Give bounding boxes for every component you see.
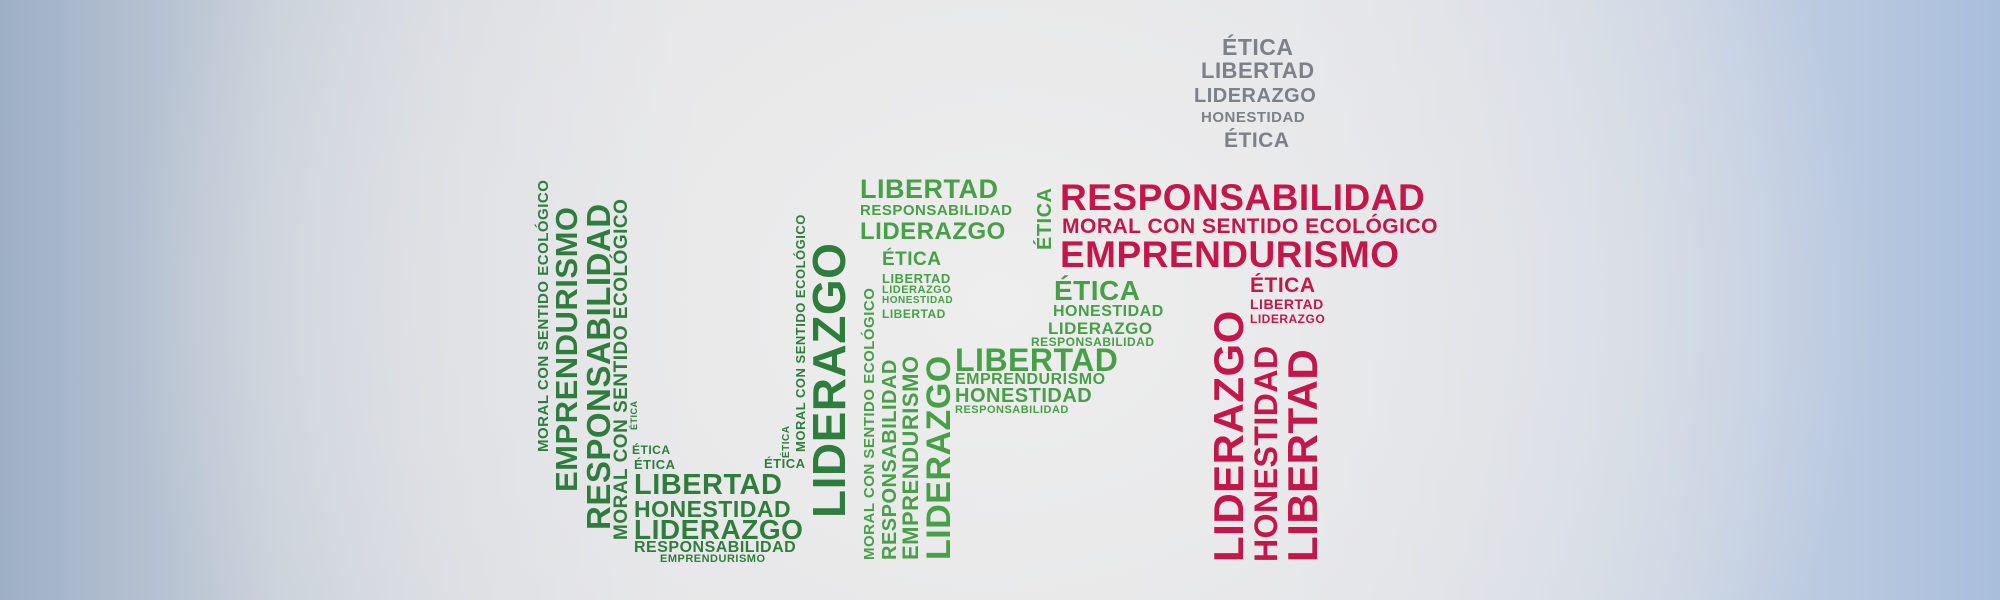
p-curve-honestidad: HONESTIDAD xyxy=(1053,303,1164,320)
p-curve-liderazgo: LIDERAZGO xyxy=(1048,319,1153,338)
t-bar-moral: MORAL CON SENTIDO ECOLÓGICO xyxy=(1062,215,1438,238)
u-left-moral-2: MORAL CON SENTIDO ECOLÓGICO xyxy=(611,198,632,540)
t-stem-etica: ÉTICA xyxy=(1250,274,1316,297)
p-top-liderazgo: LIDERAZGO xyxy=(860,218,1006,245)
u-bottom-etica: ÉTICA xyxy=(632,443,671,457)
p-stem-responsabilidad: RESPONSABILIDAD xyxy=(879,359,901,560)
p-top-responsabilidad: RESPONSABILIDAD xyxy=(860,202,1013,219)
p-bottom-honestidad: HONESTIDAD xyxy=(955,385,1093,407)
u-bottom-etica-left: ÉTICA xyxy=(634,457,676,472)
u-bottom-responsabilidad: RESPONSABILIDAD xyxy=(634,539,797,556)
t-bar-emprendurismo: EMPRENDURISMO xyxy=(1060,234,1400,275)
p-curve-etica: ÉTICA xyxy=(1054,275,1141,306)
u-left-etica-small: ÉTICA xyxy=(629,400,639,431)
p-inner-etica: ÉTICA xyxy=(882,249,942,270)
gray-word-libertad: LIBERTAD xyxy=(1201,58,1315,83)
p-inner-liderazgo: LIDERAZGO xyxy=(882,284,952,296)
p-top-etica-vertical: ÉTICA xyxy=(1034,187,1056,251)
t-stem-liderazgo: LIDERAZGO xyxy=(1250,312,1326,326)
u-bottom-honestidad: HONESTIDAD xyxy=(634,496,792,522)
p-stem-liderazgo: LIDERAZGO xyxy=(920,355,958,560)
t-bar-responsabilidad: RESPONSABILIDAD xyxy=(1060,177,1426,218)
gray-word-etica: ÉTICA xyxy=(1222,34,1294,60)
p-inner-honestidad: HONESTIDAD xyxy=(882,295,954,306)
p-bottom-responsabilidad: RESPONSABILIDAD xyxy=(955,404,1069,416)
u-bottom-liderazgo: LIDERAZGO xyxy=(634,514,804,545)
gray-word-etica-2: ÉTICA xyxy=(1224,129,1290,152)
t-stem-libertad-vertical: LIBERTAD xyxy=(1279,348,1326,562)
p-inner-libertad: LIBERTAD xyxy=(882,271,951,286)
u-right-liderazgo: LIDERAZGO xyxy=(803,242,855,518)
t-stem-libertad: LIBERTAD xyxy=(1250,296,1324,312)
p-bottom-emprendurismo: EMPRENDURISMO xyxy=(955,371,1106,388)
u-bottom-etica-small: ÉTICA xyxy=(629,444,659,453)
t-stem-liderazgo-vertical: LIDERAZGO xyxy=(1205,310,1252,562)
u-left-emprendurismo: EMPRENDURISMO xyxy=(549,206,584,492)
p-bottom-libertad: LIBERTAD xyxy=(955,342,1119,378)
u-bottom-libertad: LIBERTAD xyxy=(634,469,783,501)
t-stem-honestidad-vertical: HONESTIDAD xyxy=(1248,345,1284,562)
u-bottom-etica-right: ÉTICA xyxy=(764,456,806,471)
gray-word-liderazgo: LIDERAZGO xyxy=(1194,85,1317,107)
p-stem-emprendurismo: EMPRENDURISMO xyxy=(898,355,923,560)
p-curve-responsabilidad: RESPONSABILIDAD xyxy=(1031,335,1155,349)
p-stem-moral: MORAL CON SENTIDO ECOLÓGICO xyxy=(861,287,878,560)
u-right-etica-small: ÉTICA xyxy=(781,425,792,459)
p-inner-libertad-2: LIBERTAD xyxy=(882,307,946,321)
u-bottom-emprendurismo: EMPRENDURISMO xyxy=(660,553,766,565)
gray-word-honestidad: HONESTIDAD xyxy=(1201,109,1306,126)
p-top-libertad: LIBERTAD xyxy=(860,174,999,204)
